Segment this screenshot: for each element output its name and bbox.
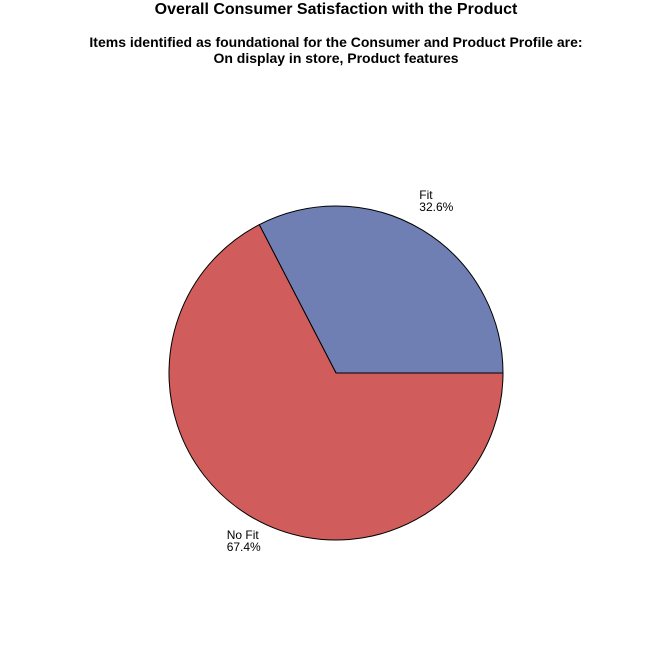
pie-slice-fit xyxy=(258,205,504,374)
slice-label-no-fit: No Fit xyxy=(227,528,260,542)
subtitle-line-2: On display in store, Product features xyxy=(213,50,459,66)
chart-subtitle: Items identified as foundational for the… xyxy=(0,34,672,66)
slice-value-no-fit: 67.4% xyxy=(227,540,261,554)
slice-value-fit: 32.6% xyxy=(419,200,453,214)
chart-title: Overall Consumer Satisfaction with the P… xyxy=(154,1,518,18)
pie-slice-no-fit xyxy=(168,224,504,541)
slice-label-fit: Fit xyxy=(419,188,433,202)
pie-slices xyxy=(168,205,504,541)
subtitle-line-1: Items identified as foundational for the… xyxy=(89,34,583,50)
